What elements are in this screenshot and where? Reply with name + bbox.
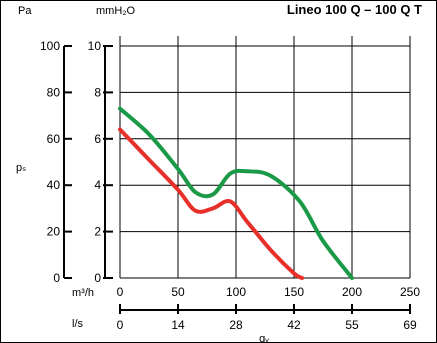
mmh2o-tick-label: 6 [94, 132, 101, 146]
mmh2o-unit-label: mmH₂O [96, 5, 136, 17]
x-axis-label: qᵥ [259, 333, 269, 343]
ls-tick-label: 14 [171, 318, 185, 332]
m3h-tick-label: 100 [226, 285, 246, 299]
ls-tick-label: 28 [229, 318, 243, 332]
pa-tick-label: 60 [47, 132, 61, 146]
pa-unit-label: Pa [18, 5, 32, 17]
m3h-unit-label: m³/h [72, 287, 94, 299]
m3h-tick-label: 0 [117, 285, 124, 299]
ls-unit-label: l/s [72, 318, 84, 330]
m3h-tick-label: 250 [400, 285, 420, 299]
pa-tick-label: 0 [53, 271, 60, 285]
m3h-tick-label: 50 [171, 285, 185, 299]
mmh2o-tick-label: 2 [94, 225, 101, 239]
y-axis-label: pₛ [16, 162, 26, 174]
mmh2o-tick-label: 10 [88, 39, 102, 53]
mmh2o-tick-label: 4 [94, 178, 101, 192]
chart-title: Lineo 100 Q – 100 Q T [287, 2, 422, 17]
mmh2o-tick-label: 0 [94, 271, 101, 285]
ls-tick-label: 0 [117, 318, 124, 332]
axes [63, 45, 411, 314]
ls-tick-label: 69 [403, 318, 417, 332]
pa-tick-label: 20 [47, 225, 61, 239]
series-line-2 [118, 106, 354, 280]
mmh2o-tick-label: 8 [94, 85, 101, 99]
series-line-1 [118, 127, 305, 280]
grid [119, 36, 411, 279]
ls-tick-label: 42 [287, 318, 301, 332]
pa-tick-label: 100 [40, 39, 60, 53]
m3h-tick-label: 200 [342, 285, 362, 299]
series-lines [118, 106, 354, 280]
m3h-tick-label: 150 [284, 285, 304, 299]
pa-tick-label: 40 [47, 178, 61, 192]
ls-tick-label: 55 [345, 318, 359, 332]
pa-tick-label: 80 [47, 85, 61, 99]
